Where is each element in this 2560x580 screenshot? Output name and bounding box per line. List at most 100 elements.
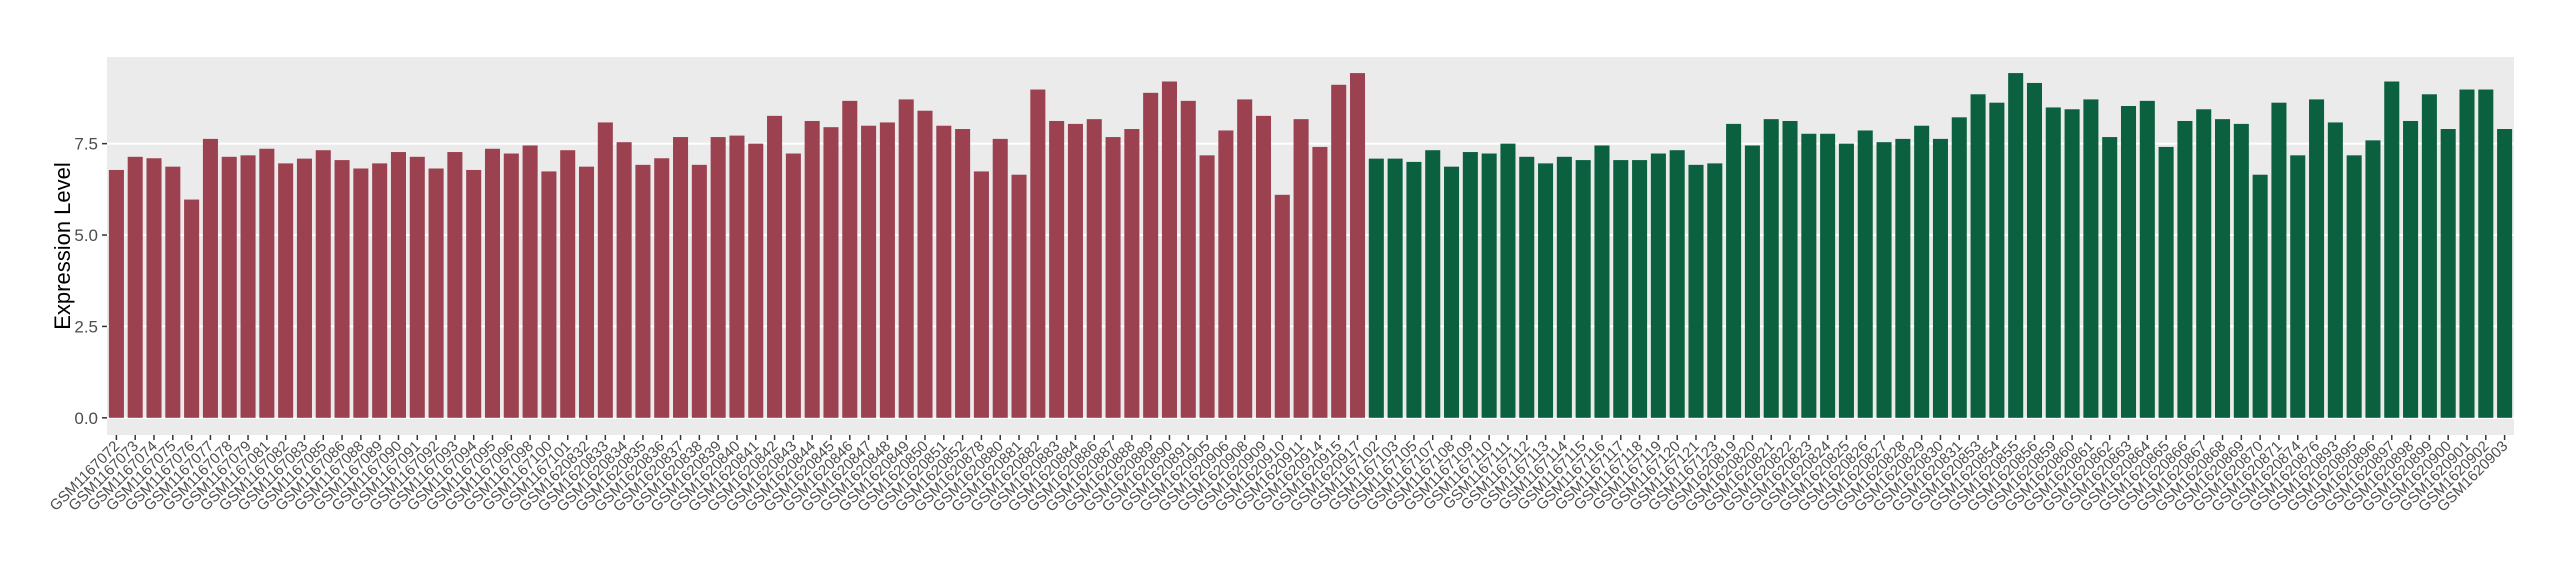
bar — [240, 155, 256, 418]
bar — [1801, 133, 1817, 418]
bar — [691, 164, 707, 418]
bar — [127, 156, 143, 418]
bar — [1331, 84, 1347, 418]
bar — [1349, 73, 1366, 418]
bar — [2384, 81, 2400, 418]
bar — [447, 152, 463, 418]
bar — [1143, 92, 1159, 418]
bar — [353, 168, 369, 418]
bar — [165, 166, 181, 418]
bar — [315, 150, 331, 418]
bar — [1368, 158, 1384, 418]
bar — [1613, 160, 1629, 418]
bar — [842, 100, 858, 418]
bar — [1538, 163, 1554, 418]
bar — [522, 145, 538, 418]
bar — [1481, 153, 1497, 418]
bar — [503, 153, 519, 418]
bar — [1105, 137, 1121, 418]
bar — [861, 125, 877, 418]
bar — [1444, 166, 1460, 418]
bar — [1688, 164, 1704, 418]
bar — [2309, 99, 2325, 418]
bar — [1519, 156, 1535, 418]
bar — [2158, 146, 2174, 418]
bar — [1462, 152, 1478, 418]
bar — [1914, 125, 1930, 418]
bar — [428, 168, 444, 418]
bar — [1556, 156, 1572, 418]
bar — [2365, 140, 2381, 418]
bar — [1293, 119, 1309, 418]
bar — [1218, 130, 1234, 418]
bar — [2026, 82, 2043, 418]
bar — [1895, 138, 1911, 418]
bar — [2215, 119, 2231, 418]
bar — [466, 169, 482, 418]
bar — [2271, 102, 2287, 418]
bar — [710, 137, 726, 418]
bar — [1500, 143, 1516, 418]
bar — [2459, 89, 2475, 418]
bar — [1820, 133, 1836, 418]
bar — [1312, 146, 1328, 418]
bar — [1970, 94, 1986, 418]
bar — [1067, 123, 1083, 418]
bar — [2177, 120, 2193, 418]
bar — [1387, 158, 1403, 418]
bar — [1161, 81, 1177, 418]
bar — [484, 148, 501, 418]
bar — [2478, 89, 2494, 418]
bar — [278, 163, 294, 418]
bar — [1274, 194, 1290, 418]
bar — [917, 110, 933, 418]
y-tick-label: 0.0 — [74, 409, 98, 428]
bar — [1650, 153, 1666, 418]
bar — [635, 164, 651, 418]
bar — [936, 125, 952, 418]
bar — [1744, 145, 1760, 418]
bar — [146, 158, 162, 418]
bar — [804, 120, 820, 418]
bar — [2497, 129, 2513, 418]
bar — [202, 138, 218, 418]
bar — [1011, 174, 1027, 418]
y-tick-label: 7.5 — [74, 135, 98, 154]
bar — [1632, 160, 1648, 418]
bar — [2233, 123, 2249, 418]
bar — [1575, 160, 1591, 418]
bar — [1180, 100, 1196, 418]
bar — [1199, 155, 1215, 418]
bar — [184, 199, 200, 418]
bar — [108, 169, 124, 418]
bar — [1782, 120, 1798, 418]
bar — [560, 150, 576, 418]
bar — [2421, 94, 2437, 418]
bar — [992, 138, 1008, 418]
bar — [2196, 109, 2212, 418]
bar — [597, 122, 613, 418]
bar — [898, 99, 914, 418]
bar — [1838, 143, 1854, 418]
bar — [973, 171, 989, 418]
bar — [409, 156, 425, 418]
bar — [2139, 100, 2155, 418]
bar — [2045, 107, 2061, 418]
bar — [673, 137, 689, 418]
bar — [2290, 155, 2306, 418]
bar — [823, 127, 839, 418]
bar — [2346, 155, 2362, 418]
bar — [334, 160, 350, 418]
bar — [296, 158, 312, 418]
y-tick-label: 5.0 — [74, 226, 98, 245]
bar — [2252, 174, 2268, 418]
bar — [1932, 138, 1948, 418]
bar — [2440, 129, 2456, 418]
bar — [1406, 161, 1422, 418]
bar — [879, 122, 895, 418]
bar — [2403, 120, 2419, 418]
bar — [1707, 163, 1723, 418]
bar — [955, 129, 971, 418]
bar — [1237, 99, 1253, 418]
